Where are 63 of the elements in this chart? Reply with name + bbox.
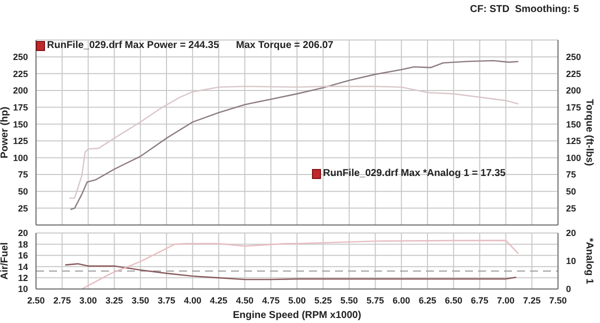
- y2-tick-label: 20: [566, 228, 576, 238]
- y2-tick-label: 25: [566, 203, 576, 214]
- y2-axis-title: *Analog 1: [583, 238, 594, 284]
- y-tick-label: 25: [18, 203, 28, 214]
- y-tick-label: 250: [12, 52, 28, 62]
- x-tick-label: 3.50: [132, 295, 150, 306]
- line-series: [70, 60, 519, 210]
- y-axis-title: Air/Fuel: [0, 242, 11, 280]
- y2-tick-label: 125: [566, 136, 582, 146]
- y2-tick-label: 10: [566, 256, 576, 266]
- line-series: [68, 86, 519, 199]
- x-tick-label: 5.25: [314, 295, 332, 306]
- y2-tick-label: 175: [566, 102, 582, 112]
- y-axis-title: Power (hp): [0, 106, 11, 158]
- x-tick-label: 6.00: [392, 295, 410, 306]
- y-tick-label: 20: [18, 228, 28, 238]
- x-tick-label: 4.50: [236, 295, 254, 306]
- y-tick-label: 75: [18, 170, 28, 180]
- y2-axis-title: Torque (ft-lbs): [583, 98, 594, 166]
- x-tick-label: 3.75: [158, 295, 176, 306]
- x-tick-label: 5.50: [340, 295, 358, 306]
- x-tick-label: 7.25: [523, 295, 541, 306]
- line-series: [81, 240, 519, 289]
- y-tick-label: 225: [12, 68, 28, 79]
- annotation: RunFile_029.drf Max *Analog 1 = 17.35: [323, 168, 506, 179]
- x-tick-label: 4.25: [210, 295, 228, 306]
- y2-tick-label: 200: [566, 86, 582, 96]
- y-tick-label: 200: [12, 86, 28, 96]
- y-tick-label: 14: [18, 262, 28, 272]
- y2-tick-label: 75: [566, 170, 576, 180]
- y-tick-label: 50: [18, 186, 28, 197]
- y-tick-label: 10: [18, 284, 28, 294]
- x-tick-label: 2.75: [53, 295, 71, 306]
- x-tick-label: 4.75: [262, 295, 280, 306]
- x-tick-label: 3.25: [106, 295, 124, 306]
- x-tick-label: 2.50: [27, 295, 45, 306]
- y-tick-label: 150: [12, 119, 28, 130]
- x-axis-title: Engine Speed (RPM x1000): [232, 310, 362, 321]
- x-tick-label: 6.50: [444, 295, 462, 306]
- y-tick-label: 125: [12, 136, 28, 146]
- y2-tick-label: 150: [566, 119, 582, 130]
- x-tick-label: 3.00: [79, 295, 97, 306]
- x-tick-label: 6.25: [418, 295, 436, 306]
- x-tick-label: 6.75: [470, 295, 488, 306]
- y-tick-label: 100: [12, 152, 28, 163]
- x-tick-label: 7.50: [549, 295, 567, 306]
- y2-tick-label: 0: [566, 284, 572, 294]
- y-tick-label: 12: [18, 272, 28, 283]
- x-tick-label: 7.00: [497, 295, 515, 306]
- y-tick-label: 16: [18, 250, 28, 261]
- annotation: RunFile_029.drf Max Power = 244.35: [47, 40, 220, 51]
- annotation: Max Torque = 206.07: [236, 40, 334, 51]
- x-tick-label: 5.75: [366, 295, 384, 306]
- text: CF: STD Smoothing: 5: [470, 4, 579, 15]
- y-tick-label: 175: [12, 102, 28, 112]
- x-tick-label: 4.00: [184, 295, 202, 306]
- y2-tick-label: 100: [566, 152, 582, 163]
- y2-tick-label: 225: [566, 68, 582, 79]
- y2-tick-label: 50: [566, 186, 576, 197]
- line-series: [64, 263, 517, 280]
- x-tick-label: 5.00: [288, 295, 306, 306]
- y2-tick-label: 250: [566, 52, 582, 62]
- y-tick-label: 18: [18, 239, 28, 250]
